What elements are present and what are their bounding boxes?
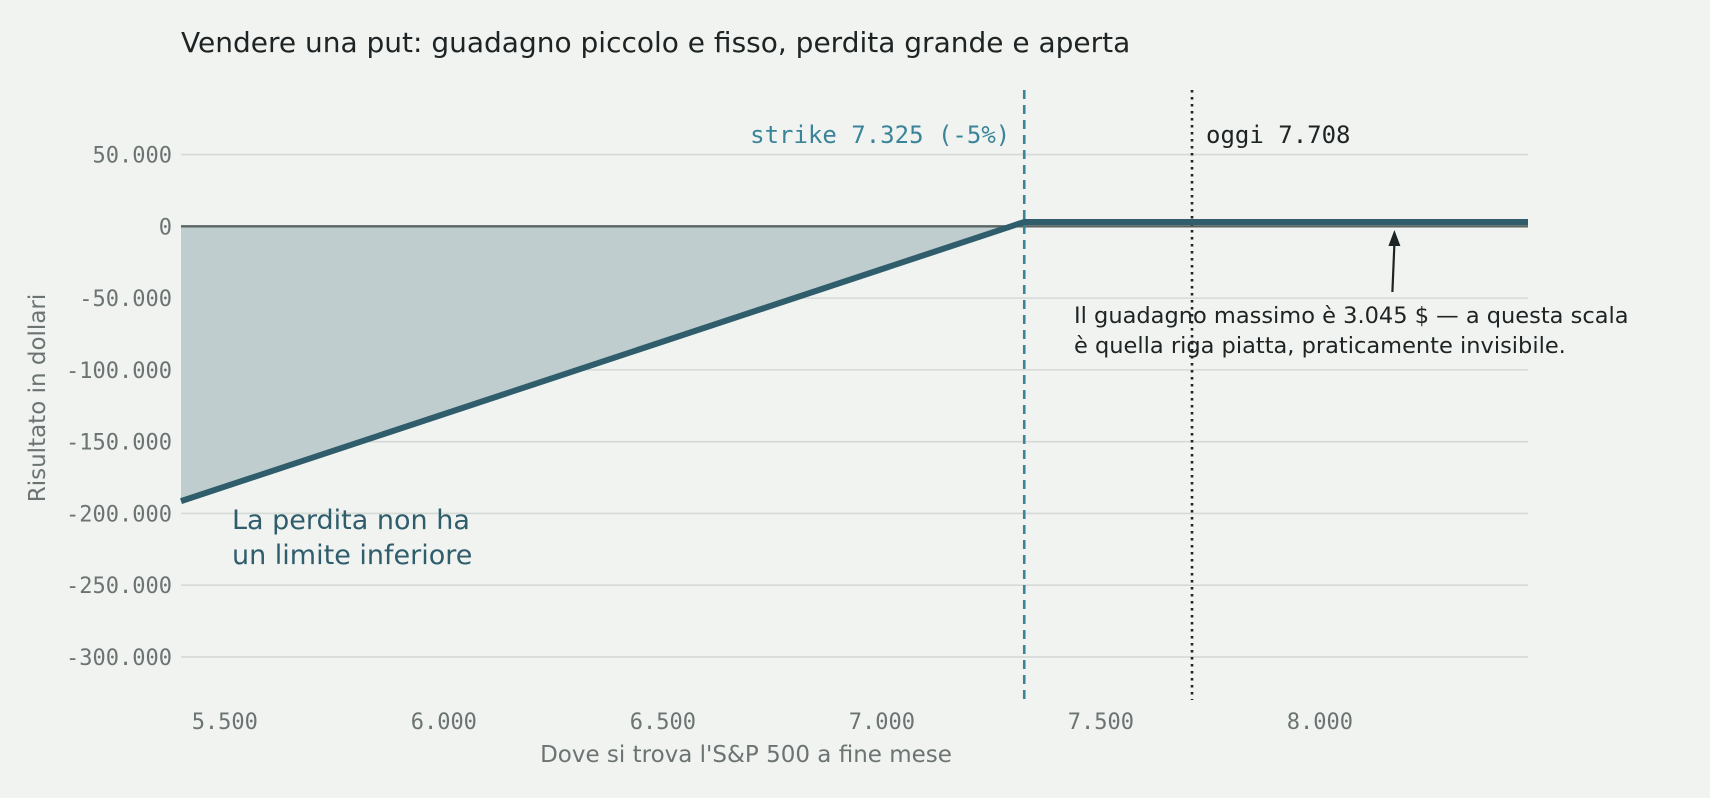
x-axis-label: Dove si trova l'S&P 500 a fine mese	[540, 742, 952, 768]
payoff-line-layer	[180, 218, 1528, 504]
y-tick-label: -100.000	[66, 359, 172, 384]
x-tick-label: 7.000	[849, 710, 915, 735]
x-tick-label: 5.500	[192, 710, 258, 735]
x-tick-labels: 5.500 6.000 6.500 7.000 7.500 8.000	[192, 710, 1353, 735]
loss-note-line: La perdita non ha	[232, 505, 470, 536]
y-tick-labels: 50.000 0 -50.000 -100.000 -150.000 -200.000 -2…	[66, 144, 172, 671]
x-tick-label: 7.500	[1068, 710, 1134, 735]
y-tick-label: 50.000	[93, 144, 172, 169]
payoff-line	[180, 218, 1528, 504]
y-tick-label: -200.000	[66, 502, 172, 527]
y-axis-label: Risultato in dollari	[25, 294, 51, 503]
annotations-layer: Il guadagno massimo è 3.045 $ — a questa…	[232, 229, 1629, 571]
chart-title: Vendere una put: guadagno piccolo e fiss…	[181, 26, 1130, 59]
max-gain-note-line: è quella riga piatta, praticamente invis…	[1074, 333, 1566, 359]
y-tick-label: 0	[159, 215, 172, 240]
strike-label: strike 7.325 (-5%)	[750, 121, 1010, 149]
y-tick-label: -150.000	[66, 431, 172, 456]
max-gain-arrow	[1391, 243, 1396, 293]
y-tick-label: -50.000	[79, 287, 172, 312]
y-tick-label: -300.000	[66, 646, 172, 671]
x-tick-label: 6.000	[411, 710, 477, 735]
x-tick-label: 8.000	[1287, 710, 1353, 735]
max-gain-arrowhead	[1388, 229, 1401, 246]
y-tick-label: -250.000	[66, 574, 172, 599]
max-gain-note-line: Il guadagno massimo è 3.045 $ — a questa…	[1074, 303, 1629, 329]
loss-note-line: un limite inferiore	[232, 540, 472, 571]
today-label: oggi 7.708	[1206, 121, 1351, 149]
x-tick-label: 6.500	[630, 710, 696, 735]
reference-lines-layer: strike 7.325 (-5%) oggi 7.708	[750, 90, 1351, 700]
